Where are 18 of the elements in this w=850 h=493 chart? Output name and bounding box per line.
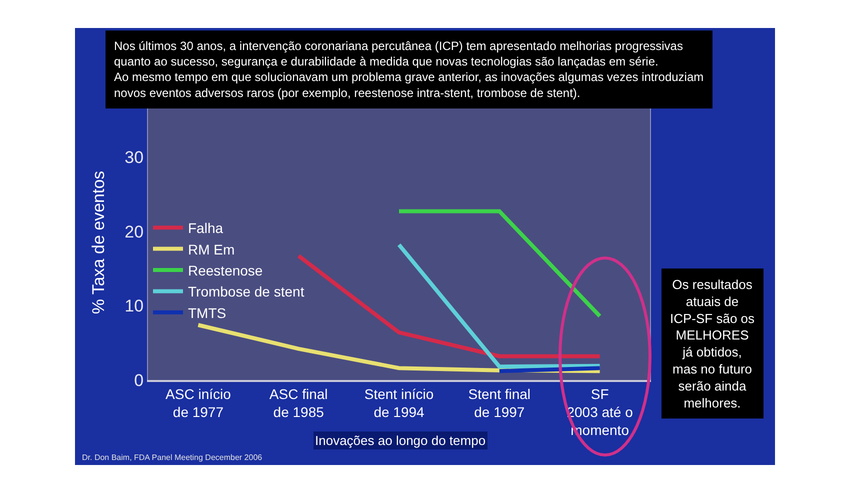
y-tick-label: 0 <box>134 370 144 390</box>
x-tick-label: Stent final de 1997 <box>468 386 531 420</box>
y-tick-label: 30 <box>124 148 144 167</box>
legend-label: TMTS <box>188 304 226 321</box>
y-axis-title: % Taxa de eventos <box>89 170 108 314</box>
legend-label: Reestenose <box>188 262 263 278</box>
y-tick-label: 10 <box>124 296 144 316</box>
chart-title: Nos últimos 30 anos, a intervenção coronariana percutânea (ICP) tem apresentado melhorias progressivas quanto ao sucesso, segurança e durabilidade à medida que novas tecnologias são lançadas em série. Ao mesmo tempo em que solucionavam um problema grave anterior, as inovações algumas vezes introduziam novos eventos adversos raros (por exemplo, reestenose intra-stent, trombose de stent). <box>114 39 704 100</box>
x-tick-label: Stent início de 1994 <box>364 386 434 420</box>
text: Os resultados atuais de ICP-SF são os MELHORES já obtidos, mas no futuro serão ainda melhores. <box>670 277 756 410</box>
y-tick-label: 20 <box>124 222 144 242</box>
legend-label: RM Em <box>188 241 235 258</box>
legend-label: Trombose de stent <box>188 284 304 300</box>
legend-label: Falha <box>188 220 224 236</box>
x-tick-label: ASC início de 1977 <box>166 386 232 420</box>
x-tick-label: ASC final de 1985 <box>269 386 328 420</box>
x-axis-title: Inovações ao longo do tempo <box>315 433 486 448</box>
text: Dr. Don Baim, FDA Panel Meeting December 2006 <box>82 453 263 462</box>
